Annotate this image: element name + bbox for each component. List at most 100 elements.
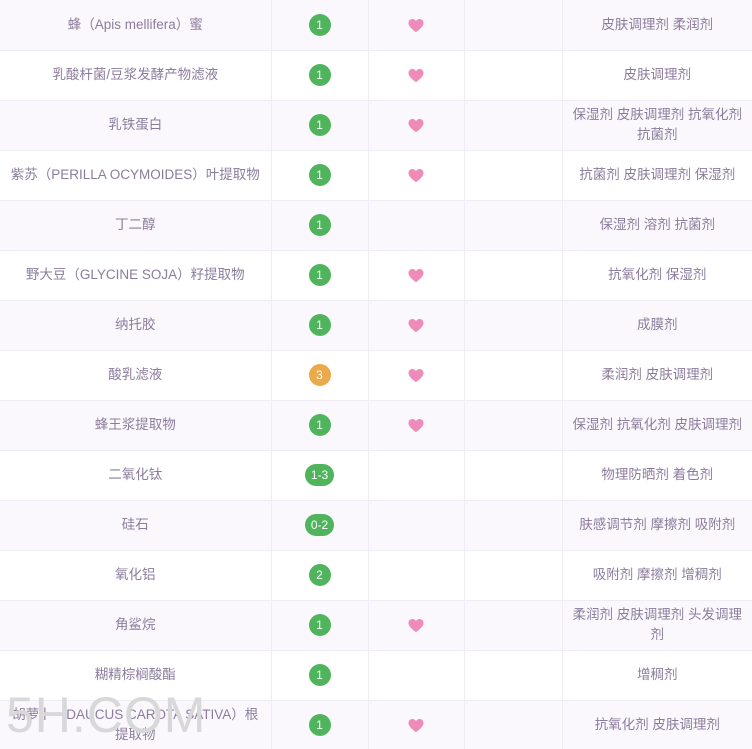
favorite-cell <box>368 550 465 601</box>
ingredient-name-cell[interactable]: 硅石 <box>0 500 272 551</box>
ingredient-name-cell[interactable]: 紫苏（PERILLA OCYMOIDES）叶提取物 <box>0 150 272 201</box>
favorite-cell <box>368 500 465 551</box>
favorite-cell[interactable] <box>368 300 465 351</box>
table-row[interactable]: 角鲨烷 1 柔润剂 皮肤调理剂 头发调理剂 <box>0 600 752 651</box>
spacer-cell <box>464 500 563 551</box>
purpose-cell: 物理防晒剂 着色剂 <box>562 450 752 501</box>
table-row[interactable]: 氧化铝 2 吸附剂 摩擦剂 增稠剂 <box>0 550 752 601</box>
ingredient-name-cell[interactable]: 角鲨烷 <box>0 600 272 651</box>
ingredient-name-cell[interactable]: 酸乳滤液 <box>0 350 272 401</box>
favorite-cell[interactable] <box>368 100 465 151</box>
spacer-cell <box>464 350 563 401</box>
favorite-cell[interactable] <box>368 0 465 51</box>
risk-score-cell: 1 <box>271 200 369 251</box>
purpose-cell: 保湿剂 抗氧化剂 皮肤调理剂 <box>562 400 752 451</box>
table-row[interactable]: 野大豆（GLYCINE SOJA）籽提取物 1 抗氧化剂 保湿剂 <box>0 250 752 301</box>
heart-icon[interactable] <box>408 618 424 633</box>
risk-score-badge: 1 <box>308 264 331 286</box>
purpose-cell: 柔润剂 皮肤调理剂 头发调理剂 <box>562 600 752 651</box>
risk-score-cell: 1 <box>271 250 369 301</box>
table-row[interactable]: 酸乳滤液 3 柔润剂 皮肤调理剂 <box>0 350 752 401</box>
heart-icon[interactable] <box>408 718 424 733</box>
risk-score-cell: 2 <box>271 550 369 601</box>
risk-score-badge: 1 <box>308 214 331 236</box>
ingredient-name-cell[interactable]: 蜂（Apis mellifera）蜜 <box>0 0 272 51</box>
spacer-cell <box>464 700 563 749</box>
risk-score-badge: 1 <box>308 714 331 736</box>
favorite-cell[interactable] <box>368 400 465 451</box>
table-row[interactable]: 乳酸杆菌/豆浆发酵产物滤液 1 皮肤调理剂 <box>0 50 752 101</box>
risk-score-cell: 0-2 <box>271 500 369 551</box>
ingredient-name-cell[interactable]: 野大豆（GLYCINE SOJA）籽提取物 <box>0 250 272 301</box>
favorite-cell[interactable] <box>368 50 465 101</box>
ingredient-name-cell[interactable]: 乳铁蛋白 <box>0 100 272 151</box>
spacer-cell <box>464 600 563 651</box>
purpose-cell: 保湿剂 皮肤调理剂 抗氧化剂 抗菌剂 <box>562 100 752 151</box>
table-row[interactable]: 糊精棕榈酸酯 1 增稠剂 <box>0 650 752 701</box>
risk-score-badge: 1-3 <box>304 464 335 486</box>
spacer-cell <box>464 400 563 451</box>
purpose-cell: 增稠剂 <box>562 650 752 701</box>
table-row[interactable]: 蜂（Apis mellifera）蜜 1 皮肤调理剂 柔润剂 <box>0 0 752 51</box>
spacer-cell <box>464 0 563 51</box>
favorite-cell <box>368 200 465 251</box>
ingredient-name-cell[interactable]: 蜂王浆提取物 <box>0 400 272 451</box>
ingredient-name-cell[interactable]: 二氧化钛 <box>0 450 272 501</box>
risk-score-badge: 1 <box>308 614 331 636</box>
ingredient-name-cell[interactable]: 胡萝卜（DAUCUS CAROTA SATIVA）根提取物 <box>0 700 272 749</box>
heart-icon[interactable] <box>408 68 424 83</box>
heart-icon[interactable] <box>408 118 424 133</box>
ingredient-name-cell[interactable]: 糊精棕榈酸酯 <box>0 650 272 701</box>
risk-score-badge: 3 <box>308 364 331 386</box>
favorite-cell[interactable] <box>368 350 465 401</box>
table-row[interactable]: 胡萝卜（DAUCUS CAROTA SATIVA）根提取物 1 抗氧化剂 皮肤调理剂 <box>0 700 752 749</box>
purpose-cell: 皮肤调理剂 <box>562 50 752 101</box>
heart-icon[interactable] <box>408 368 424 383</box>
risk-score-badge: 1 <box>308 314 331 336</box>
purpose-cell: 保湿剂 溶剂 抗菌剂 <box>562 200 752 251</box>
ingredient-name-cell[interactable]: 乳酸杆菌/豆浆发酵产物滤液 <box>0 50 272 101</box>
heart-icon[interactable] <box>408 168 424 183</box>
purpose-cell: 柔润剂 皮肤调理剂 <box>562 350 752 401</box>
spacer-cell <box>464 100 563 151</box>
risk-score-cell: 1 <box>271 600 369 651</box>
spacer-cell <box>464 250 563 301</box>
spacer-cell <box>464 300 563 351</box>
purpose-cell: 成膜剂 <box>562 300 752 351</box>
heart-icon[interactable] <box>408 18 424 33</box>
risk-score-badge: 1 <box>308 664 331 686</box>
purpose-cell: 抗氧化剂 保湿剂 <box>562 250 752 301</box>
risk-score-cell: 1 <box>271 50 369 101</box>
risk-score-badge: 2 <box>308 564 331 586</box>
risk-score-cell: 1-3 <box>271 450 369 501</box>
table-row[interactable]: 紫苏（PERILLA OCYMOIDES）叶提取物 1 抗菌剂 皮肤调理剂 保湿剂 <box>0 150 752 201</box>
table-row[interactable]: 丁二醇 1 保湿剂 溶剂 抗菌剂 <box>0 200 752 251</box>
favorite-cell[interactable] <box>368 250 465 301</box>
ingredient-name-cell[interactable]: 丁二醇 <box>0 200 272 251</box>
table-row[interactable]: 蜂王浆提取物 1 保湿剂 抗氧化剂 皮肤调理剂 <box>0 400 752 451</box>
favorite-cell[interactable] <box>368 150 465 201</box>
heart-icon[interactable] <box>408 318 424 333</box>
favorite-cell[interactable] <box>368 700 465 749</box>
ingredient-name-cell[interactable]: 氧化铝 <box>0 550 272 601</box>
spacer-cell <box>464 200 563 251</box>
table-row[interactable]: 二氧化钛 1-3 物理防晒剂 着色剂 <box>0 450 752 501</box>
risk-score-cell: 1 <box>271 0 369 51</box>
favorite-cell[interactable] <box>368 600 465 651</box>
table-row[interactable]: 硅石 0-2 肤感调节剂 摩擦剂 吸附剂 <box>0 500 752 551</box>
risk-score-cell: 1 <box>271 650 369 701</box>
heart-icon[interactable] <box>408 268 424 283</box>
heart-icon[interactable] <box>408 418 424 433</box>
ingredient-name-cell[interactable]: 纳托胶 <box>0 300 272 351</box>
spacer-cell <box>464 550 563 601</box>
risk-score-badge: 1 <box>308 64 331 86</box>
risk-score-badge: 1 <box>308 164 331 186</box>
risk-score-badge: 1 <box>308 414 331 436</box>
table-row[interactable]: 纳托胶 1 成膜剂 <box>0 300 752 351</box>
spacer-cell <box>464 150 563 201</box>
spacer-cell <box>464 450 563 501</box>
table-row[interactable]: 乳铁蛋白 1 保湿剂 皮肤调理剂 抗氧化剂 抗菌剂 <box>0 100 752 151</box>
